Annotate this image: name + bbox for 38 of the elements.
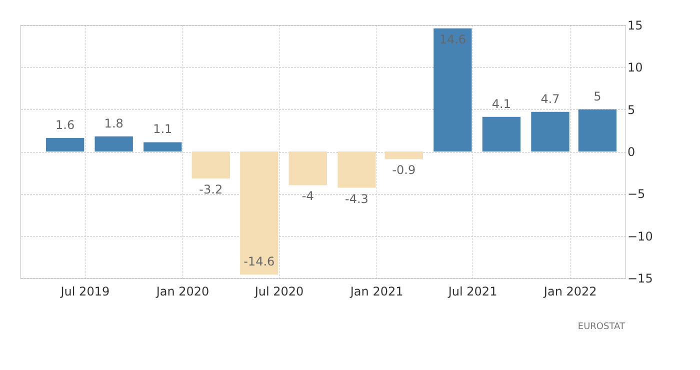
bar bbox=[288, 152, 328, 186]
bar bbox=[531, 112, 570, 152]
data-label: -3.2 bbox=[199, 182, 223, 196]
data-label: 4.1 bbox=[492, 96, 511, 111]
data-label: -4.3 bbox=[344, 192, 368, 206]
bar bbox=[144, 142, 182, 152]
bar bbox=[434, 28, 472, 152]
y-tick-label: 15 bbox=[628, 18, 643, 32]
y-tick-label: −5 bbox=[628, 187, 646, 202]
bar bbox=[94, 136, 133, 152]
bar bbox=[482, 116, 521, 152]
y-tick-label: 0 bbox=[628, 145, 636, 159]
data-label: 1.6 bbox=[56, 118, 75, 132]
data-label: 5 bbox=[594, 89, 602, 104]
data-label: 14.6 bbox=[439, 32, 466, 46]
y-tick-label: −15 bbox=[628, 272, 653, 286]
bar bbox=[240, 152, 278, 275]
data-label: -14.6 bbox=[244, 254, 275, 269]
data-label: -4 bbox=[302, 189, 314, 204]
x-tick-label: Jan 2021 bbox=[349, 284, 404, 298]
bar bbox=[578, 109, 617, 152]
bar bbox=[192, 152, 230, 178]
data-label: 1.1 bbox=[153, 122, 172, 136]
y-tick-label: 5 bbox=[628, 102, 636, 117]
bar bbox=[384, 152, 423, 160]
x-tick-label: Jul 2021 bbox=[447, 284, 498, 298]
bar bbox=[338, 152, 376, 188]
x-tick-label: Jul 2019 bbox=[60, 284, 110, 298]
y-tick-label: −10 bbox=[628, 229, 653, 244]
bar bbox=[46, 138, 84, 152]
x-tick-label: Jul 2020 bbox=[254, 284, 304, 298]
x-tick-label: Jan 2022 bbox=[542, 284, 597, 298]
y-tick-label: 10 bbox=[628, 60, 643, 75]
x-tick-label: Jan 2020 bbox=[155, 284, 210, 298]
data-label: 1.8 bbox=[104, 116, 124, 130]
data-label: 4.7 bbox=[540, 92, 560, 106]
text: EUROSTAT bbox=[578, 322, 626, 332]
data-label: -0.9 bbox=[392, 163, 416, 178]
